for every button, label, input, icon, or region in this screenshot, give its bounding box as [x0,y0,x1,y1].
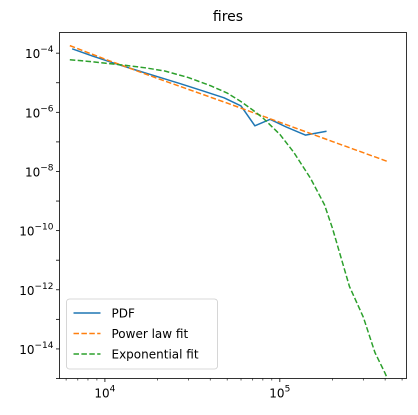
marks-layer [69,44,390,379]
y-tick-label: 10−10 [19,223,54,239]
legend-label-3: Exponential fit [112,348,199,362]
chart-title: fires [213,9,243,25]
x-tick-label: 105 [269,385,290,401]
y-tick-label: 10−12 [19,282,53,298]
legend: PDF Power law fit Exponential fit [66,298,218,370]
legend-box [66,298,218,370]
legend-label-2: Power law fit [112,327,189,341]
y-tick-label: 10−8 [25,163,54,179]
x-tick-label: 104 [94,385,115,401]
y-tick-label: 10−4 [25,45,54,61]
series-line-3 [69,58,389,379]
series-line-2 [69,44,390,163]
y-tick-label: 10−14 [19,341,54,357]
legend-label-1: PDF [112,307,135,321]
plot-frame [59,32,407,379]
ticks-layer: 104 105 10−4 10−6 10−8 10−10 10−12 10−14 [19,45,403,401]
y-tick-label: 10−6 [25,104,54,120]
